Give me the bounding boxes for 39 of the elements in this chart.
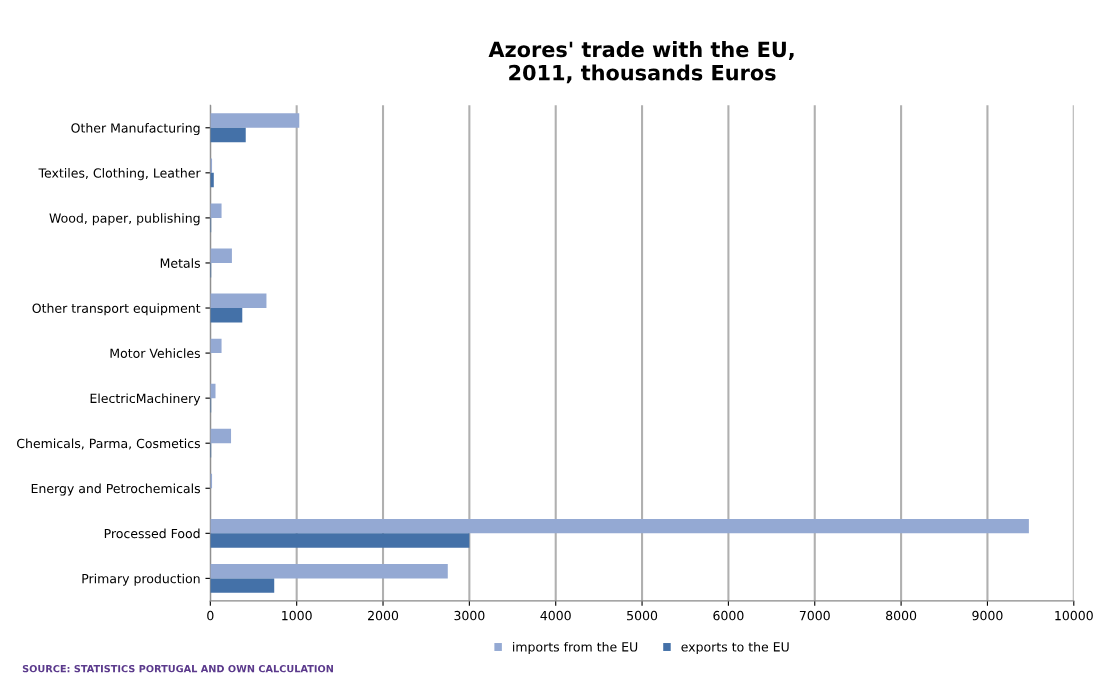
x-tick-label: 9000 — [972, 610, 1003, 621]
chart-title: Azores' trade with the EU, 2011, thousands Euros — [488, 41, 794, 84]
source-note: SOURCE: STATISTICS PORTUGAL AND OWN CALCULATION — [22, 664, 333, 673]
y-tick-label: Other transport equipment — [32, 303, 201, 316]
legend-label: exports to the EU — [681, 641, 789, 654]
bar — [210, 338, 222, 354]
bar — [210, 578, 275, 593]
x-tick-label: 1000 — [282, 610, 312, 621]
bar — [210, 248, 232, 263]
bar — [210, 383, 216, 399]
x-tick-label: 3000 — [454, 610, 485, 621]
y-tick-label: Primary production — [82, 573, 200, 586]
x-tick-label: 10000 — [1055, 610, 1093, 621]
x-tick-label: 0 — [207, 610, 214, 621]
bar — [210, 203, 222, 218]
bar — [210, 518, 1029, 534]
x-tick-label: 5000 — [627, 610, 658, 621]
y-tick-label: Motor Vehicles — [110, 348, 200, 359]
legend-label: imports from the EU — [513, 641, 638, 654]
bar — [210, 308, 243, 323]
x-tick-label: 2000 — [368, 610, 399, 621]
y-tick-label: Processed Food — [104, 528, 200, 539]
bar — [210, 533, 470, 548]
y-tick-label: Metals — [160, 258, 200, 268]
y-tick-label: Other Manufacturing — [71, 123, 200, 136]
bar — [210, 428, 232, 444]
x-tick-label: 8000 — [886, 610, 917, 621]
x-tick-label: 7000 — [799, 610, 830, 621]
bar — [210, 113, 300, 128]
y-tick-label: Textiles, Clothing, Leather — [38, 168, 201, 181]
bar — [210, 563, 448, 579]
x-tick-label: 4000 — [540, 610, 571, 621]
x-tick-label: 6000 — [713, 610, 744, 621]
y-tick-label: ElectricMachinery — [90, 393, 201, 406]
y-tick-label: Chemicals, Parma, Cosmetics — [17, 438, 200, 450]
y-tick-label: Wood, paper, publishing — [49, 213, 200, 226]
bar — [210, 127, 246, 143]
bar — [210, 293, 267, 309]
y-tick-label: Energy and Petrochemicals — [31, 483, 200, 496]
